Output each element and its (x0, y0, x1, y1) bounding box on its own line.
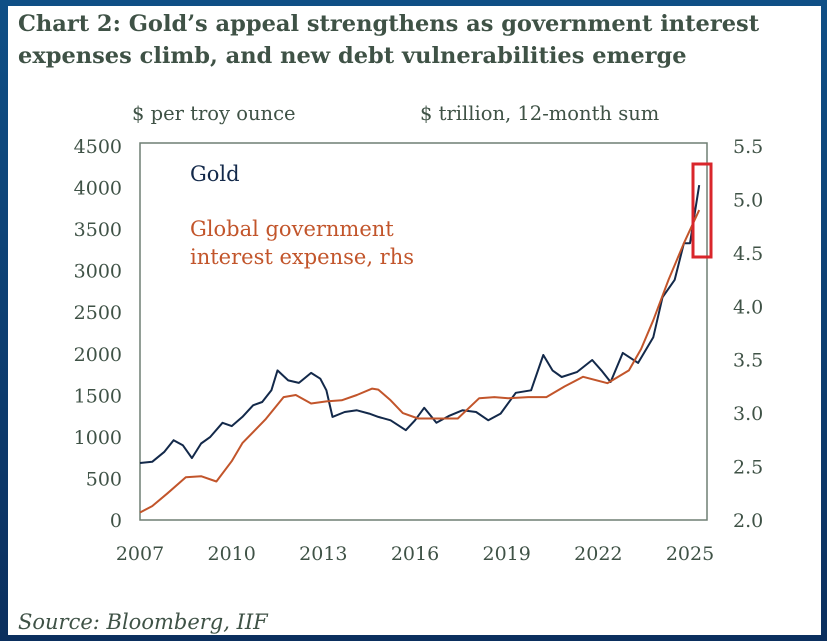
y-left-tick-label: 2500 (74, 302, 122, 324)
y-left-tick-label: 3500 (74, 219, 122, 241)
legend-gold: Gold (190, 162, 240, 186)
y-right-tick-label: 2.0 (733, 510, 763, 532)
interest-expense-line (139, 209, 701, 514)
y-right-tick-label: 4.5 (733, 243, 763, 265)
y-left-tick-label: 0 (110, 510, 122, 532)
plot-area (139, 142, 708, 521)
right-axis-label: $ trillion, 12-month sum (420, 102, 659, 125)
y-left-tick-label: 1500 (74, 385, 122, 407)
x-tick-label: 2022 (574, 543, 622, 565)
left-axis-label: $ per troy ounce (132, 102, 296, 125)
y-right-tick-label: 2.5 (733, 457, 763, 479)
y-right-tick-label: 5.5 (733, 136, 763, 158)
chart-panel (8, 6, 821, 635)
y-left-tick-label: 3000 (74, 261, 122, 283)
y-left-tick-label: 2000 (74, 344, 122, 366)
source-note: Source: Bloomberg, IIF (18, 610, 269, 634)
y-right-tick-label: 3.0 (733, 403, 763, 425)
y-right-tick-label: 3.5 (733, 350, 763, 372)
y-right-tick-label: 5.0 (733, 189, 763, 211)
chart-title-line-1: Chart 2: Gold’s appeal strengthens as go… (18, 11, 760, 37)
y-left-tick-label: 4500 (74, 136, 122, 158)
highlight-box (691, 162, 713, 259)
y-left-tick-label: 4000 (74, 178, 122, 200)
legend-interest-line-2: interest expense, rhs (190, 245, 414, 269)
x-tick-label: 2007 (116, 543, 164, 565)
y-left-tick-label: 1000 (74, 427, 122, 449)
x-tick-label: 2010 (207, 543, 255, 565)
x-tick-label: 2019 (482, 543, 530, 565)
x-tick-label: 2016 (391, 543, 439, 565)
y-right-tick-label: 4.0 (733, 296, 763, 318)
x-tick-label: 2025 (666, 543, 714, 565)
x-tick-label: 2013 (299, 543, 347, 565)
y-left-tick-label: 500 (86, 468, 122, 490)
chart-title-line-2: expenses climb, and new debt vulnerabili… (18, 43, 687, 69)
legend-interest-line-1: Global government (190, 217, 394, 241)
gold-price-line (139, 184, 701, 464)
